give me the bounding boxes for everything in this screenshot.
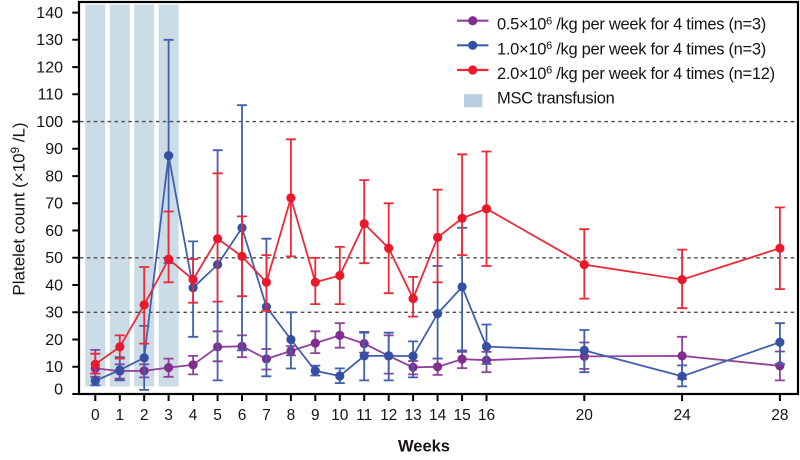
- svg-text:120: 120: [36, 60, 63, 77]
- svg-text:28: 28: [771, 407, 788, 424]
- svg-text:60: 60: [45, 223, 63, 240]
- svg-text:2: 2: [140, 407, 149, 424]
- svg-text:1: 1: [115, 407, 124, 424]
- svg-text:0: 0: [91, 407, 100, 424]
- svg-text:6: 6: [238, 407, 247, 424]
- svg-text:16: 16: [478, 407, 495, 424]
- svg-text:8: 8: [287, 407, 296, 424]
- svg-text:70: 70: [45, 196, 63, 213]
- svg-text:1.0×106 /kg per week for 4 tim: 1.0×106 /kg per week for 4 times (n=3): [497, 40, 766, 58]
- svg-text:40: 40: [45, 277, 63, 294]
- svg-text:130: 130: [36, 32, 63, 49]
- svg-text:80: 80: [45, 169, 63, 186]
- svg-text:50: 50: [45, 250, 63, 267]
- svg-text:10: 10: [331, 407, 349, 424]
- svg-text:140: 140: [36, 5, 63, 22]
- svg-text:10: 10: [45, 359, 63, 376]
- svg-text:2.0×106 /kg per week for 4 tim: 2.0×106 /kg per week for 4 times (n=12): [497, 65, 775, 83]
- svg-text:30: 30: [45, 305, 63, 322]
- svg-text:0: 0: [54, 381, 63, 398]
- svg-text:4: 4: [189, 407, 198, 424]
- svg-text:14: 14: [429, 407, 447, 424]
- svg-text:90: 90: [45, 141, 63, 158]
- svg-text:13: 13: [404, 407, 421, 424]
- svg-text:MSC transfusion: MSC transfusion: [497, 89, 615, 107]
- svg-text:20: 20: [576, 407, 594, 424]
- svg-text:24: 24: [673, 407, 691, 424]
- svg-text:11: 11: [356, 407, 372, 424]
- svg-text:3: 3: [164, 407, 173, 424]
- svg-text:9: 9: [311, 407, 320, 424]
- svg-text:110: 110: [37, 87, 63, 104]
- svg-text:5: 5: [213, 407, 222, 424]
- svg-text:0.5×106 /kg per week for 4 tim: 0.5×106 /kg per week for 4 times (n=3): [497, 15, 766, 33]
- svg-text:100: 100: [36, 114, 63, 131]
- svg-text:20: 20: [45, 332, 63, 349]
- svg-text:Weeks: Weeks: [398, 438, 450, 456]
- svg-text:7: 7: [262, 407, 271, 424]
- svg-text:15: 15: [453, 407, 470, 424]
- svg-text:Platelet count (×109 /L): Platelet count (×109 /L): [10, 122, 29, 295]
- svg-text:12: 12: [380, 407, 397, 424]
